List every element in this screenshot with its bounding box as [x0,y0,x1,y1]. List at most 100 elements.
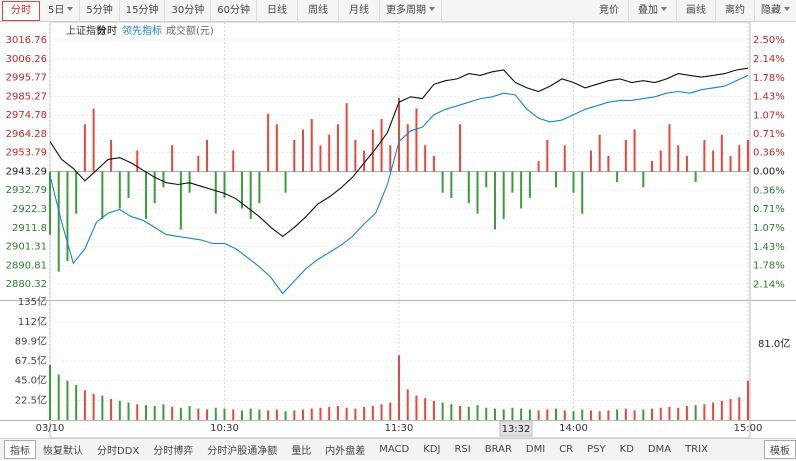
volume-bar [206,409,209,420]
indicator-bar [171,145,174,172]
tool-button[interactable]: 竞价 [590,0,629,22]
volume-bar [432,400,435,420]
volume-bar [49,364,51,420]
indicator-bar [267,113,270,172]
indicator-tab[interactable]: 分时博弈 [153,446,194,457]
indicator-tab[interactable]: CR [559,444,574,455]
volume-bar [118,400,121,420]
indicator-bar [363,150,366,172]
volume-bar [537,410,540,420]
indicator-bar [328,134,331,172]
volume-bar [703,404,706,420]
y2-tick-label: 2.14% [753,279,785,290]
volume-tick-label: 67.5亿 [15,354,47,367]
volume-bar [738,397,741,420]
period-tab[interactable]: 5日 [42,0,81,22]
volume-bar [624,408,627,420]
volume-bar [302,409,305,420]
y2-tick-label: 0.71% [753,204,785,215]
period-tab[interactable]: 更多周期 [380,0,442,22]
tool-button[interactable]: 画线 [677,0,716,22]
indicator-tab[interactable]: DMA [647,444,672,455]
indicator-tab[interactable]: 内外盘差 [325,446,366,457]
indicator-tab[interactable]: TRIX [685,444,708,455]
indicator-tab[interactable]: 指标 [4,440,36,459]
x-tick-label: 15:00 [734,423,763,434]
volume-bar [502,409,505,420]
volume-bar [162,404,165,420]
indicator-bar [389,145,392,172]
indicator-bar [598,134,601,172]
indicator-bar [712,150,715,172]
tool-button[interactable]: 离约 [716,0,755,22]
volume-bar [476,405,479,420]
cursor-label: 13:32 [502,424,531,435]
indicator-bar [197,155,200,172]
indicator-bar [136,150,139,172]
period-tab[interactable]: 分时 [2,0,40,21]
indicator-tab[interactable]: 模板 [764,440,796,459]
tool-button[interactable]: 隐藏 [755,0,796,22]
indicator-bar [537,161,540,172]
y2-tick-label: 0.36% [753,148,785,159]
period-tab[interactable]: 15分钟 [120,0,166,22]
indicator-bar [415,108,418,172]
period-tab[interactable]: 月线 [339,0,380,22]
indicator-bar [616,171,619,183]
indicator-tab[interactable]: 分时DDX [97,446,140,457]
period-tab[interactable]: 周线 [298,0,339,22]
indicator-bar [520,171,523,209]
y-tick-label: 2890.81 [6,260,47,271]
y-tick-label: 2932.79 [6,185,47,196]
indicator-tab[interactable]: PSY [587,444,606,455]
indicator-tab[interactable]: 分时沪股通净额 [207,446,278,457]
indicator-bar [293,140,296,172]
indicator-bar [642,171,645,188]
volume-bar [406,389,409,420]
y-tick-label: 2922.3 [12,204,47,215]
volume-bar [616,409,619,420]
indicator-bar [75,171,78,214]
indicator-bar [232,150,235,172]
y2-tick-label: 0.36% [753,186,785,197]
y-tick-label: 2974.78 [6,110,47,121]
indicator-tab[interactable]: 恢复默认 [43,446,83,457]
volume-bar [293,410,296,420]
indicator-bar [572,171,575,193]
indicator-bar [284,171,287,193]
y2-tick-label: 2.14% [753,54,785,65]
indicator-bar [694,171,697,183]
indicator-tab[interactable]: DMI [525,444,546,455]
y2-tick-label: 1.78% [753,260,785,271]
volume-bar [136,404,139,420]
volume-bar [267,410,270,420]
period-tab[interactable]: 日线 [257,0,298,22]
y-tick-label: 2953.79 [6,148,47,159]
indicator-bar [319,145,322,172]
volume-bar [729,399,732,420]
indicator-bar [555,171,558,188]
indicator-bar [153,171,156,204]
indicator-tab[interactable]: BRAR [484,444,512,455]
indicator-tab[interactable]: RSI [454,444,471,455]
indicator-tab[interactable]: MACD [379,444,410,455]
volume-bar [467,406,470,420]
indicator-bar [275,124,278,172]
indicator-bar [66,171,69,262]
indicator-bar [188,171,191,193]
volume-bar [685,406,688,420]
y-tick-label: 2985.27 [6,91,47,102]
period-tab[interactable]: 30分钟 [165,0,212,22]
indicator-tab[interactable]: KD [619,444,634,455]
tool-button[interactable]: 叠加 [629,0,677,22]
volume-bar [179,407,182,420]
volume-bar [581,409,584,420]
period-tab[interactable]: 5分钟 [80,0,120,22]
indicator-bar [398,97,400,172]
indicator-tab[interactable]: 量比 [291,446,312,457]
indicator-bar [589,150,592,172]
indicator-bar [214,171,217,214]
period-tab[interactable]: 60分钟 [211,0,257,22]
indicator-tab[interactable]: KDJ [423,444,441,455]
